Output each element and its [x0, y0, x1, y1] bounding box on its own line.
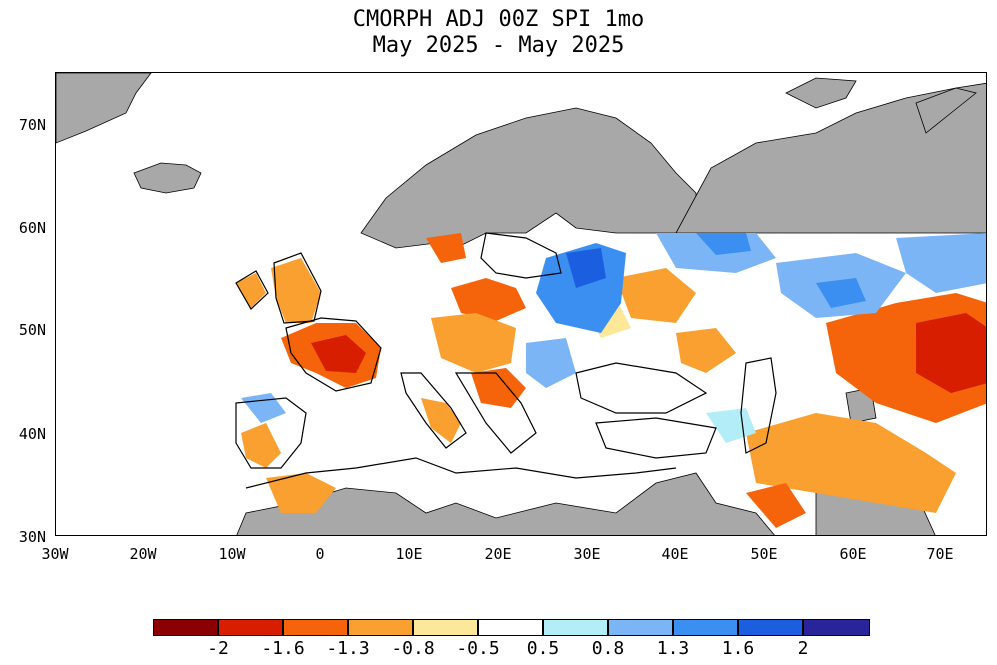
- colorbar-swatch-10: [738, 619, 803, 636]
- dry-area-italy: [421, 398, 461, 443]
- uk-coastline: [273, 252, 322, 324]
- very-dry-core-france: [311, 335, 366, 373]
- colorbar-label: -0.5: [456, 638, 500, 659]
- dry-area-spain: [241, 423, 281, 468]
- lon-tick-10e: 10E: [395, 545, 423, 563]
- dry-area-caucasus: [676, 328, 736, 373]
- colorbar-label: -0.8: [391, 638, 435, 659]
- baltic-coastline: [480, 232, 562, 279]
- lon-tick-20w: 20W: [129, 545, 157, 563]
- spi-map-canvas: [56, 73, 986, 535]
- very-wet-core-belarus: [566, 248, 606, 288]
- wet-area-siberia-west: [896, 233, 986, 293]
- wet-area-ural-core: [816, 278, 866, 308]
- colorbar-swatch-7: [543, 619, 608, 636]
- black-sea-coastline: [575, 362, 708, 414]
- north-africa-coastline: [245, 457, 677, 489]
- balkans-coastline: [454, 372, 537, 454]
- colorbar-swatch-11: [803, 619, 870, 636]
- iceland-landmass: [133, 162, 202, 194]
- iberia-coastline: [235, 397, 307, 469]
- scandinavia-landmass: [360, 107, 697, 249]
- lon-tick-30w: 30W: [41, 545, 69, 563]
- colorbar-label: 2: [797, 638, 809, 659]
- lat-tick-70n: 70N: [18, 116, 46, 134]
- colorbar-swatch-6: [478, 619, 543, 636]
- lon-tick-10w: 10W: [218, 545, 246, 563]
- map-period-subtitle: May 2025 - May 2025: [372, 33, 625, 58]
- lat-tick-40n: 40N: [18, 425, 46, 443]
- colorbar-label: -1.3: [326, 638, 370, 659]
- map-title: CMORPH ADJ 00Z SPI 1mo: [352, 7, 645, 32]
- coastlines: [235, 232, 777, 489]
- france-coastline: [285, 317, 382, 392]
- colorbar-swatch-3: [283, 619, 348, 636]
- dry-area-russia-east: [616, 268, 696, 323]
- very-dry-core-kazakhstan: [916, 313, 986, 393]
- north-russia-landmass: [675, 82, 986, 234]
- lon-tick-50e: 50E: [750, 545, 778, 563]
- spi-anomaly-fields: [236, 233, 986, 528]
- dry-area-south-norway: [426, 233, 466, 263]
- ireland-coastline: [235, 270, 269, 310]
- dry-area-iran: [746, 413, 956, 513]
- novaya-zemlya-landmass: [915, 87, 977, 134]
- lon-tick-40e: 40E: [661, 545, 689, 563]
- dry-area-morocco: [266, 473, 336, 513]
- colorbar-label: 1.3: [656, 638, 690, 659]
- dry-area-central-europe: [431, 313, 516, 373]
- colorbar-label: -2: [207, 638, 229, 659]
- wet-area-iberia-north: [241, 393, 286, 423]
- colorbar-label: -1.6: [261, 638, 305, 659]
- turkey-coastline: [595, 417, 717, 459]
- colorbar-label: 1.6: [721, 638, 755, 659]
- lat-tick-30n: 30N: [18, 528, 46, 546]
- dry-area-germany-poland: [451, 278, 526, 321]
- dry-area-balkans: [471, 368, 526, 408]
- wet-area-romania: [526, 338, 576, 388]
- spi-map: [55, 72, 987, 536]
- lon-tick-20e: 20E: [484, 545, 512, 563]
- lat-tick-50n: 50N: [18, 321, 46, 339]
- italy-coastline: [400, 372, 467, 449]
- lat-tick-60n: 60N: [18, 219, 46, 237]
- colorbar-swatch-4: [348, 619, 413, 636]
- colorbar-label: 0.8: [591, 638, 625, 659]
- lon-tick-0: 0: [315, 545, 325, 563]
- svalbard-landmass: [785, 77, 857, 109]
- lon-tick-60e: 60E: [839, 545, 867, 563]
- colorbar-swatch-1: [153, 619, 218, 636]
- caspian-sea-coastline: [740, 357, 777, 454]
- dry-area-ireland: [236, 273, 266, 308]
- colorbar-swatch-8: [608, 619, 673, 636]
- colorbar-swatch-5: [413, 619, 478, 636]
- colorbar-label: 0.5: [526, 638, 560, 659]
- greenland-landmass: [56, 73, 152, 144]
- lon-tick-70e: 70E: [926, 545, 954, 563]
- dry-area-middle-east: [746, 483, 806, 528]
- dry-area-uk: [271, 258, 321, 323]
- colorbar-swatch-2: [218, 619, 283, 636]
- lon-tick-30e: 30E: [573, 545, 601, 563]
- colorbar-swatch-9: [673, 619, 738, 636]
- wet-area-russia-north-core: [696, 233, 751, 255]
- no-data-regions: [56, 73, 986, 535]
